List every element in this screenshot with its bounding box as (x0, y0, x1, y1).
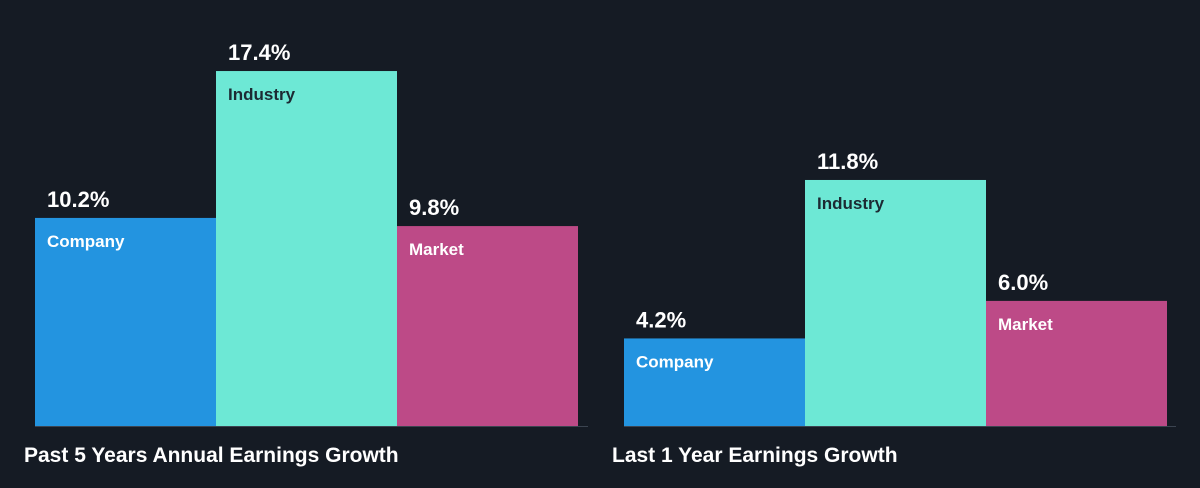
value-label-industry-past-5-years: 17.4% (228, 40, 290, 65)
category-label-company-last-1-year: Company (636, 352, 714, 371)
chart-title-last-1-year: Last 1 Year Earnings Growth (612, 444, 898, 467)
category-label-market-past-5-years: Market (409, 240, 464, 259)
category-label-industry-last-1-year: Industry (817, 194, 885, 213)
value-label-company-last-1-year: 4.2% (636, 307, 686, 332)
bar-market-past-5-years (397, 226, 578, 426)
category-label-industry-past-5-years: Industry (228, 85, 296, 104)
category-label-company-past-5-years: Company (47, 232, 125, 251)
value-label-market-last-1-year: 6.0% (998, 270, 1048, 295)
bar-company-last-1-year (624, 338, 805, 426)
bar-industry-past-5-years (216, 71, 397, 426)
chart-panel-past-5-years: 10.2% Company 17.4% Industry 9.8% Market (35, 40, 588, 427)
bar-industry-last-1-year (805, 179, 986, 426)
chart-panel-last-1-year: 4.2% Company 11.8% Industry 6.0% Market (624, 149, 1176, 427)
value-label-market-past-5-years: 9.8% (409, 195, 459, 220)
value-label-company-past-5-years: 10.2% (47, 187, 109, 212)
bar-company-past-5-years (35, 217, 216, 426)
chart-title-past-5-years: Past 5 Years Annual Earnings Growth (24, 444, 399, 467)
bar-market-last-1-year (986, 300, 1167, 426)
value-label-industry-last-1-year: 11.8% (817, 149, 878, 174)
category-label-market-last-1-year: Market (998, 315, 1053, 334)
